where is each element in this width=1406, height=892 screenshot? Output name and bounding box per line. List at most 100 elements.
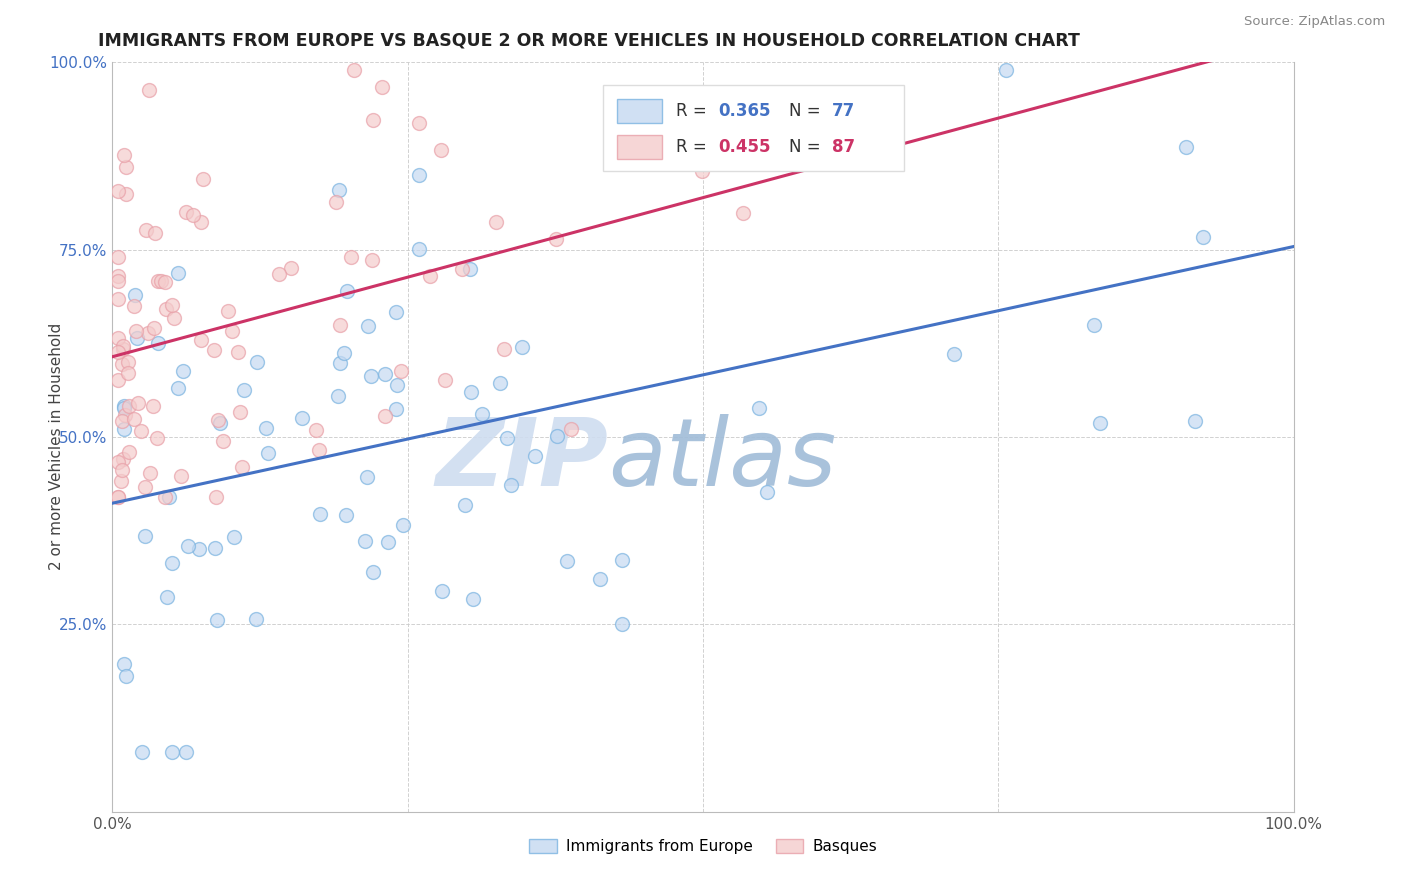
Point [354, 534, 377, 549]
Point [111, 463, 134, 477]
Point [124, 324, 146, 338]
Point [134, 480, 156, 494]
Point [361, 566, 384, 580]
Point [384, 402, 406, 417]
Point [139, 466, 162, 480]
Point [188, 541, 211, 556]
Point [454, 498, 477, 512]
Point [371, 79, 394, 94]
Point [1174, 139, 1197, 153]
Point [129, 424, 152, 438]
Point [291, 410, 314, 425]
Point [111, 414, 134, 428]
Text: N =: N = [789, 102, 827, 120]
Point [205, 490, 228, 504]
Point [501, 477, 523, 491]
Point [485, 215, 508, 229]
Point [433, 373, 456, 387]
Point [157, 490, 180, 504]
Point [136, 326, 159, 340]
Point [107, 331, 129, 345]
Point [862, 129, 884, 144]
Point [145, 431, 167, 445]
Point [245, 612, 267, 626]
Point [471, 407, 494, 421]
Text: ZIP: ZIP [436, 414, 609, 506]
Point [107, 251, 129, 265]
Point [458, 262, 481, 277]
Point [112, 422, 135, 436]
Point [174, 745, 197, 759]
Point [309, 507, 332, 521]
Point [155, 302, 177, 317]
Point [222, 530, 245, 544]
Point [122, 299, 145, 313]
Point [419, 269, 441, 284]
Point [336, 284, 359, 298]
Point [328, 318, 350, 333]
Point [361, 112, 384, 127]
Point [135, 223, 157, 237]
Point [254, 420, 277, 434]
Point [112, 148, 135, 162]
Point [115, 186, 138, 201]
Point [167, 267, 190, 281]
Point [160, 745, 183, 759]
Point [461, 591, 484, 606]
Point [690, 164, 713, 178]
Point [202, 343, 225, 357]
Point [115, 160, 138, 174]
Point [211, 434, 233, 448]
Text: 87: 87 [832, 138, 855, 156]
Point [339, 250, 361, 264]
Point [146, 274, 169, 288]
Point [107, 292, 129, 306]
Point [361, 252, 384, 267]
Point [117, 355, 139, 369]
Point [112, 399, 135, 413]
Point [994, 62, 1017, 77]
Point [163, 311, 186, 326]
Point [217, 304, 239, 318]
Point [305, 423, 328, 437]
Point [333, 346, 356, 360]
Point [150, 273, 173, 287]
Point [190, 334, 212, 348]
Point [246, 355, 269, 369]
Text: R =: R = [676, 138, 711, 156]
Point [942, 347, 965, 361]
Point [377, 535, 399, 549]
Point [360, 368, 382, 383]
Point [167, 381, 190, 395]
Point [546, 428, 568, 442]
Point [107, 345, 129, 359]
Point [107, 373, 129, 387]
Point [232, 384, 254, 398]
Bar [617, 135, 662, 159]
Point [328, 389, 350, 403]
FancyBboxPatch shape [603, 85, 904, 171]
Point [612, 616, 634, 631]
Point [160, 556, 183, 570]
Point [231, 460, 253, 475]
Point [756, 484, 779, 499]
Point [174, 205, 197, 219]
Point [146, 336, 169, 351]
Point [160, 298, 183, 312]
Point [208, 417, 231, 431]
Point [127, 331, 149, 345]
Point [329, 356, 352, 370]
Point [1184, 414, 1206, 428]
Point [155, 490, 177, 504]
Point [107, 274, 129, 288]
Point [134, 529, 156, 543]
Point [408, 115, 430, 129]
Point [560, 422, 582, 436]
Point [112, 657, 135, 671]
Point [731, 205, 754, 219]
Point [374, 409, 396, 424]
Point [1088, 416, 1111, 430]
Point [156, 590, 179, 604]
Point [328, 183, 350, 197]
Point [343, 62, 366, 77]
